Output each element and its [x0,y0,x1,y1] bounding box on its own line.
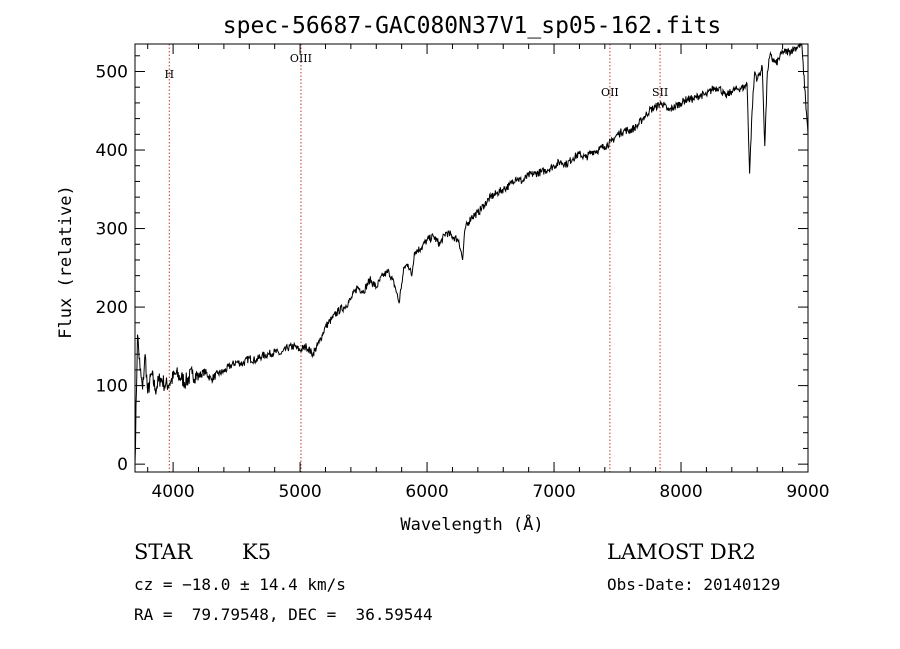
y-tick-label: 200 [96,298,128,318]
plot-frame [134,43,809,473]
survey-name: LAMOST DR2 [607,540,756,564]
object-class: STAR [134,540,193,564]
emission-line-label: OII [601,86,619,99]
x-tick-label: 5000 [278,482,321,502]
chart-title: spec-56687-GAC080N37V1_sp05-162.fits [223,13,722,39]
object-subclass: K5 [242,540,272,564]
spectrum-series-line [134,42,809,465]
coordinates: RA = 79.79548, DEC = 36.59544 [134,605,433,624]
axis-ticks: 4000 5000 6000 7000 8000 9000 0 100 200 300 400 500 [96,44,830,502]
x-tick-label: 8000 [659,482,702,502]
emission-lines: H OIII OII SII [164,44,668,472]
y-tick-label: 100 [96,377,128,397]
x-tick-label: 4000 [151,482,194,502]
emission-line-label: OIII [290,52,312,65]
x-tick-label: 6000 [405,482,448,502]
emission-line-label: H [164,68,174,81]
x-tick-label: 7000 [532,482,575,502]
x-tick-label: 9000 [786,482,829,502]
y-tick-label: 400 [96,141,128,161]
observation-date: Obs-Date: 20140129 [607,575,781,594]
y-axis-label: Flux (relative) [56,185,76,339]
y-tick-label: 0 [117,455,128,475]
redshift-cz: cz = −18.0 ± 14.4 km/s [134,575,346,594]
y-tick-label: 500 [96,62,128,82]
x-axis-label: Wavelength (Å) [400,513,543,535]
emission-line-label: SII [652,86,668,99]
y-tick-label: 300 [96,220,128,240]
